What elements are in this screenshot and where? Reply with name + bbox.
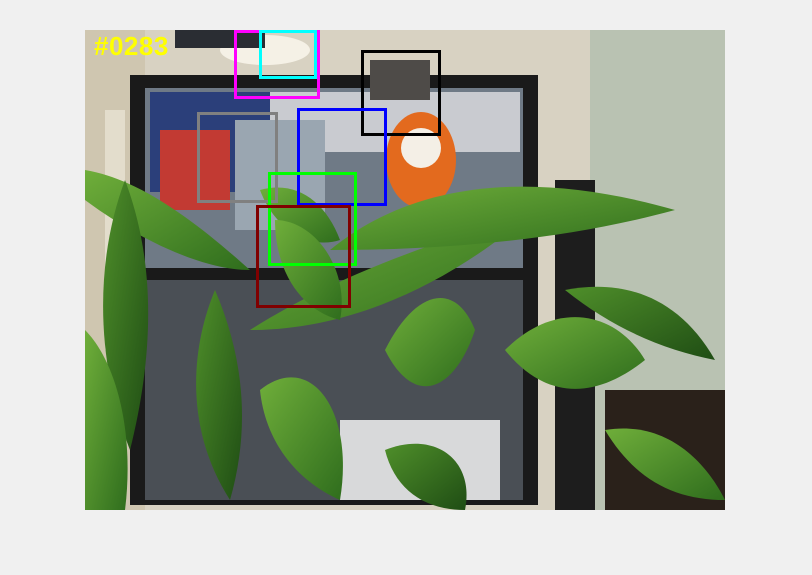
scene-photo xyxy=(85,30,725,510)
tracking-box-green xyxy=(268,172,357,266)
tracking-box-darkred xyxy=(256,205,351,308)
frame-number-label: #0283 xyxy=(94,31,169,61)
tracking-box-blue xyxy=(297,108,387,206)
video-frame: #0283 xyxy=(85,30,725,510)
tracking-box-cyan xyxy=(259,30,317,79)
tracking-box-gray xyxy=(197,112,278,203)
tracking-box-black xyxy=(361,50,441,136)
